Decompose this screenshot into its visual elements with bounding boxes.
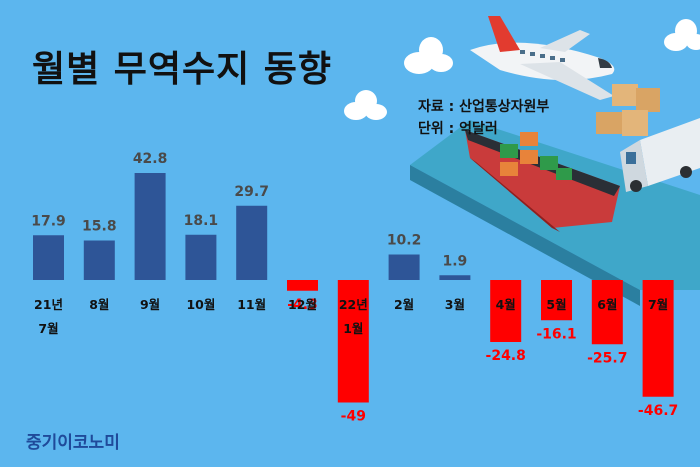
bar-9: [490, 280, 522, 342]
data-label-6: -49: [341, 409, 366, 425]
airplane-icon: [470, 16, 615, 100]
bar-1: [83, 240, 115, 280]
bar-10: [541, 280, 572, 321]
data-label-11: -25.7: [587, 350, 627, 366]
category-label-4: 11월: [237, 297, 266, 312]
cloud-icon: [344, 90, 387, 120]
cloud-icon: [664, 19, 700, 51]
category-label-0: 21년: [34, 297, 63, 312]
category-label-9: 4월: [496, 297, 516, 312]
category-label-2: 9월: [140, 297, 160, 312]
data-label-1: 15.8: [82, 219, 117, 235]
category-label-3: 10월: [186, 297, 215, 312]
category-label-8: 3월: [445, 297, 465, 312]
cargo-ship-icon: [410, 120, 700, 306]
bar-0: [33, 235, 64, 280]
data-label-12: -46.7: [638, 403, 678, 419]
category-label-0-line2: 7월: [38, 321, 58, 336]
data-label-7: 10.2: [387, 233, 422, 249]
category-label-11: 6월: [597, 297, 617, 312]
bar-4: [236, 205, 268, 280]
data-label-3: 18.1: [184, 213, 219, 229]
category-label-12: 7월: [648, 297, 668, 312]
bar-11: [591, 280, 623, 345]
bar-5: [287, 280, 318, 291]
source-note: 자료 : 산업통상자원부: [418, 99, 550, 115]
data-label-0: 17.9: [31, 213, 66, 229]
category-label-7: 2월: [394, 297, 414, 312]
unit-note: 단위 : 억달러: [418, 121, 498, 137]
category-label-1: 8월: [89, 297, 109, 312]
truck-icon: [620, 118, 700, 192]
bar-6: [337, 280, 369, 403]
bar-12: [642, 280, 674, 397]
data-label-8: 1.9: [442, 253, 467, 269]
category-label-5: 12월: [288, 297, 317, 312]
data-label-9: -24.8: [486, 348, 526, 364]
data-label-2: 42.8: [133, 151, 168, 167]
bar-3: [185, 234, 217, 280]
data-label-5: -4.3: [287, 297, 318, 313]
cloud-icon: [404, 37, 453, 74]
bar-2: [134, 173, 166, 280]
brand-logo: 중기이코노미: [26, 433, 120, 453]
data-label-4: 29.7: [234, 184, 269, 200]
bar-8: [439, 275, 471, 280]
data-label-10: -16.1: [536, 326, 576, 342]
page-title: 월별 무역수지 동향: [32, 49, 333, 90]
boxes-icon: [596, 84, 660, 136]
category-label-6: 22년: [339, 297, 368, 312]
category-label-6-line2: 1월: [343, 321, 363, 336]
category-label-10: 5월: [546, 297, 566, 312]
bar-7: [388, 254, 420, 280]
